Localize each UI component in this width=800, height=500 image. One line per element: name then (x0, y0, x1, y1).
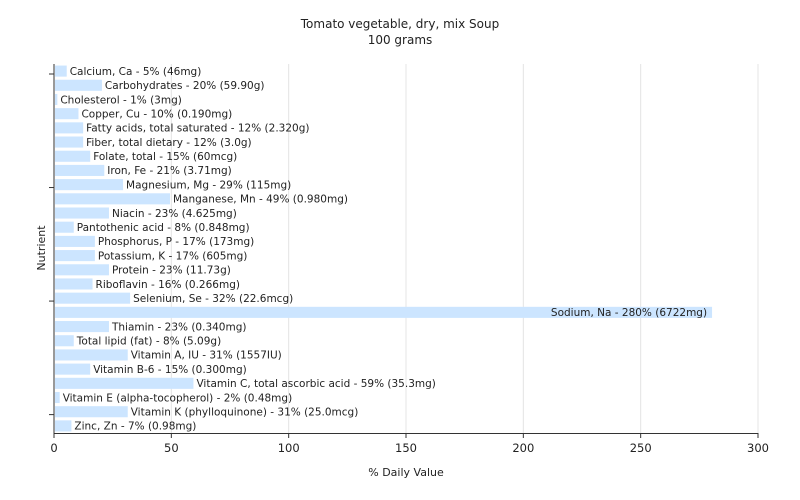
bar-label: Carbohydrates - 20% (59.90g) (105, 80, 265, 92)
bar-label: Protein - 23% (11.73g) (112, 265, 231, 277)
bar (55, 363, 91, 375)
bar-label: Magnesium, Mg - 29% (115mg) (126, 179, 291, 191)
bar (55, 406, 128, 418)
bar (55, 292, 131, 304)
bar (55, 65, 67, 77)
bar-label: Vitamin C, total ascorbic acid - 59% (35… (196, 378, 435, 390)
bar-label: Riboflavin - 16% (0.266mg) (96, 279, 240, 291)
bar-label: Zinc, Zn - 7% (0.98mg) (74, 421, 196, 433)
bar (55, 349, 128, 361)
x-tick-label: 250 (630, 441, 652, 455)
bar (55, 250, 95, 262)
bar-label: Vitamin A, IU - 31% (1557IU) (131, 350, 282, 362)
bar-label: Vitamin B-6 - 15% (0.300mg) (93, 364, 247, 376)
gridlines (170, 64, 759, 433)
bar (55, 136, 84, 148)
chart-title: Tomato vegetable, dry, mix Soup (300, 17, 499, 31)
bar (55, 79, 102, 91)
bar-label: Vitamin K (phylloquinone) - 31% (25.0mcg… (131, 407, 359, 419)
bar (55, 207, 109, 219)
bar (55, 108, 79, 120)
bar-label: Cholesterol - 1% (3mg) (60, 94, 182, 106)
bar (55, 335, 74, 347)
bar-label: Fiber, total dietary - 12% (3.0g) (86, 137, 251, 149)
axes: 0 50 100 150 200 250 300 (49, 64, 769, 455)
bar-label: Phosphorus, P - 17% (173mg) (98, 236, 254, 248)
bar-label: Manganese, Mn - 49% (0.980mg) (173, 194, 348, 206)
bar-label: Niacin - 23% (4.625mg) (112, 208, 237, 220)
bar (55, 278, 93, 290)
x-tick-label: 150 (395, 441, 417, 455)
bar (55, 93, 58, 106)
bar (55, 235, 95, 247)
bar (55, 264, 109, 276)
bar (55, 122, 84, 134)
bar-label: Pantothenic acid - 8% (0.848mg) (77, 222, 250, 234)
bar (55, 391, 60, 404)
bar (55, 377, 194, 389)
bar-label: Copper, Cu - 10% (0.190mg) (81, 108, 232, 120)
bar-label: Thiamin - 23% (0.340mg) (111, 321, 247, 333)
bar (55, 179, 124, 191)
bar (55, 306, 713, 318)
bar (55, 420, 72, 432)
x-tick-label: 0 (50, 441, 57, 455)
bar-label: Total lipid (fat) - 8% (5.09g) (76, 336, 221, 348)
bar (55, 193, 170, 205)
bar (55, 150, 91, 162)
x-tick-label: 200 (512, 441, 534, 455)
bar-label: Iron, Fe - 21% (3.71mg) (107, 165, 231, 177)
x-tick-label: 100 (278, 441, 300, 455)
bar-label: Sodium, Na - 280% (6722mg) (551, 307, 707, 319)
bar-label: Potassium, K - 17% (605mg) (98, 250, 248, 262)
y-axis-title: Nutrient (35, 225, 48, 271)
bar-label: Fatty acids, total saturated - 12% (2.32… (86, 123, 309, 135)
chart-subtitle: 100 grams (368, 33, 433, 47)
bar-label: Calcium, Ca - 5% (46mg) (70, 66, 202, 78)
x-tick-label: 300 (747, 441, 769, 455)
bar-label: Vitamin E (alpha-tocopherol) - 2% (0.48m… (63, 392, 293, 404)
bar-label: Selenium, Se - 32% (22.6mcg) (133, 293, 293, 305)
bar (55, 164, 105, 176)
bar (55, 321, 109, 333)
x-tick-label: 50 (164, 441, 179, 455)
bar (55, 221, 74, 233)
bar-label: Folate, total - 15% (60mcg) (93, 151, 237, 163)
x-axis-title: % Daily Value (368, 466, 444, 479)
bars-group: Calcium, Ca - 5% (46mg) Carbohydrates - 2… (55, 65, 713, 433)
